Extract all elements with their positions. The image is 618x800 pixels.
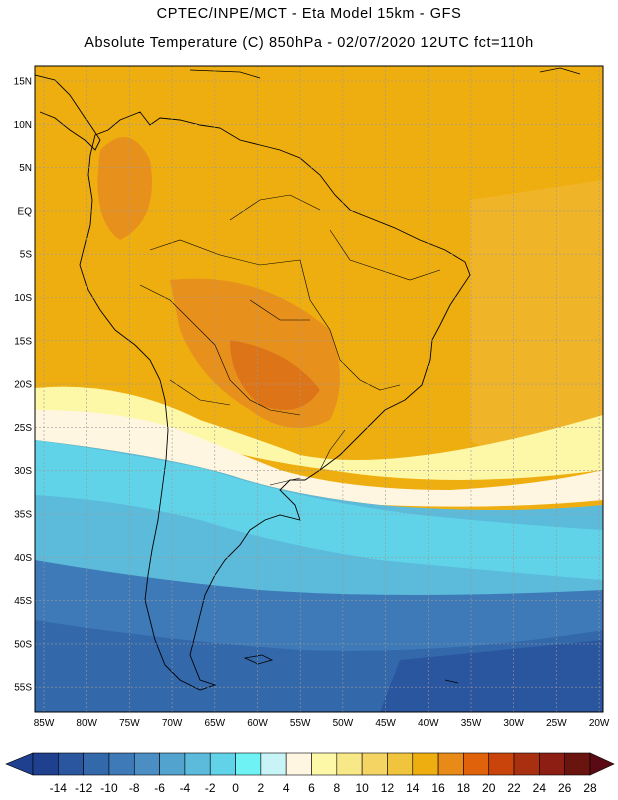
colorbar-tick-label: 28 <box>583 781 597 795</box>
field-mild-band <box>35 386 603 480</box>
lon-label: 30W <box>503 718 524 729</box>
title-line-2: Absolute Temperature (C) 850hPa - 02/07/… <box>84 35 534 51</box>
lat-label: 5N <box>19 163 32 174</box>
title-line-1: CPTEC/INPE/MCT - Eta Model 15km - GFS <box>156 6 462 22</box>
colorbar-swatch <box>539 752 565 776</box>
colorbar-tick-label: -4 <box>180 781 191 795</box>
colorbar-swatch <box>513 752 540 776</box>
colorbar-swatch <box>32 752 59 776</box>
lon-label: 50W <box>333 718 354 729</box>
colorbar-tick-label: 20 <box>482 781 496 795</box>
lon-label: 35W <box>461 718 482 729</box>
field-ocean-east <box>470 180 603 470</box>
longitude-labels: 85W 80W 75W 70W 65W 60W 55W 50W 45W 40W 35W 30W 25W 2… <box>34 718 610 729</box>
colorbar-tick-label: 26 <box>558 781 572 795</box>
colorbar-swatch <box>437 752 464 776</box>
colorbar-tick-label: 8 <box>333 781 340 795</box>
lon-label: 45W <box>375 718 396 729</box>
colorbar-swatch <box>184 752 211 776</box>
colorbar-tick-label: 4 <box>283 781 290 795</box>
gridlines <box>35 66 603 712</box>
colorbar-tick-label: 24 <box>533 781 547 795</box>
colorbar-tick-label: 16 <box>431 781 445 795</box>
colorbar-swatch <box>463 752 490 776</box>
lat-label: 15N <box>14 77 32 88</box>
colorbar-swatch <box>361 752 388 776</box>
lon-label: 70W <box>162 718 183 729</box>
caribbean-islands <box>189 69 261 79</box>
colorbar-max-arrow <box>589 752 615 776</box>
lat-label: 45S <box>14 596 32 607</box>
lat-label: 10N <box>14 120 32 131</box>
field-pale-band <box>35 410 603 507</box>
latitude-labels: 15N 10N 5N EQ 5S 10S 15S 20S 25S 30S 35S 40S 45S 50S 5… <box>14 77 33 694</box>
colorbar-min-arrow <box>5 752 34 776</box>
colorbar-tick-label: 18 <box>457 781 471 795</box>
colorbar-tick-label: 14 <box>406 781 420 795</box>
falkland-islands <box>243 654 274 665</box>
colorbar-tick-label: 0 <box>232 781 239 795</box>
colorbar-tick-label: 22 <box>507 781 521 795</box>
central-america-outline <box>35 74 101 151</box>
colorbar-tick-label: 12 <box>381 781 395 795</box>
lat-label: 25S <box>14 423 32 434</box>
colorbar-swatch <box>564 752 591 776</box>
colorbar-tick-label: 2 <box>258 781 265 795</box>
colorbar-swatch <box>488 752 515 776</box>
colorbar-labels: -14 -12 -10 -8 -6 -4 -2 0 2 4 6 8 10 12 14 16 18 20 22 24 26… <box>50 781 597 795</box>
map-frame <box>34 65 604 713</box>
colorbar-tick-label: 10 <box>355 781 369 795</box>
colorbar <box>5 752 615 776</box>
colorbar-tick-label: 6 <box>308 781 315 795</box>
field-andes-hot <box>97 137 152 240</box>
colorbar-swatch <box>387 752 414 776</box>
lon-label: 55W <box>290 718 311 729</box>
colorbar-swatch <box>133 752 160 776</box>
colorbar-tick-label: -10 <box>100 781 118 795</box>
field-coldest <box>380 640 603 712</box>
lat-label: 30S <box>14 466 32 477</box>
colorbar-swatch <box>108 752 135 776</box>
colorbar-swatch <box>311 752 338 776</box>
lon-label: 75W <box>119 718 140 729</box>
lon-label: 85W <box>34 718 55 729</box>
lon-label: 60W <box>247 718 268 729</box>
south-georgia <box>444 679 459 684</box>
lat-label: 5S <box>20 250 33 261</box>
lon-label: 65W <box>205 718 226 729</box>
colorbar-swatch <box>336 752 363 776</box>
lon-label: 25W <box>546 718 567 729</box>
field-hot-core <box>230 340 320 410</box>
lat-label: 40S <box>14 553 32 564</box>
colorbar-swatch <box>209 752 236 776</box>
colorbar-swatch <box>285 752 312 776</box>
lat-label: EQ <box>18 206 33 217</box>
colorbar-swatch <box>83 752 110 776</box>
lat-label: 55S <box>14 683 32 694</box>
lon-label: 80W <box>76 718 97 729</box>
colorbar-tick-label: -12 <box>75 781 93 795</box>
lat-label: 15S <box>14 336 32 347</box>
colorbar-tick-label: -8 <box>129 781 140 795</box>
colorbar-tick-label: -14 <box>50 781 68 795</box>
colorbar-swatch <box>412 752 439 776</box>
colorbar-swatch <box>235 752 262 776</box>
colorbar-tick-label: -6 <box>154 781 165 795</box>
lon-label: 40W <box>418 718 439 729</box>
lat-label: 35S <box>14 510 32 521</box>
lat-label: 10S <box>14 293 32 304</box>
cape-verde-islands <box>539 67 581 75</box>
colorbar-swatch <box>260 752 287 776</box>
colorbar-swatch <box>58 752 84 776</box>
field-cyan-band <box>35 440 603 580</box>
colorbar-swatch <box>159 752 186 776</box>
temperature-field <box>35 66 603 712</box>
colorbar-tick-label: -2 <box>205 781 216 795</box>
lon-label: 20W <box>589 718 610 729</box>
lat-label: 20S <box>14 380 32 391</box>
lat-label: 50S <box>14 639 32 650</box>
